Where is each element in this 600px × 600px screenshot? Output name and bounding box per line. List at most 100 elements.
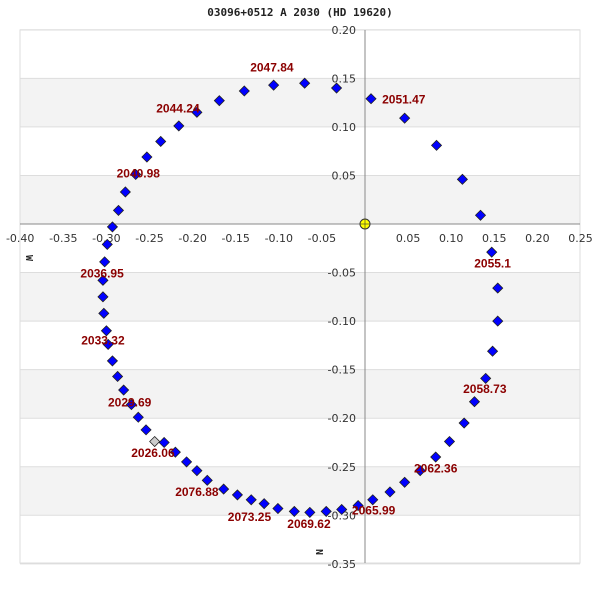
x-tick-label: -0.20	[178, 232, 206, 245]
y-tick-label: 0.05	[332, 169, 357, 182]
data-point	[468, 396, 481, 408]
grid-band	[20, 466, 580, 516]
data-point	[474, 209, 487, 221]
x-axis-label: W	[23, 255, 34, 262]
y-tick-label: -0.25	[328, 461, 356, 474]
data-point	[106, 355, 118, 367]
data-point	[201, 474, 213, 486]
epoch-label: 2065.99	[352, 503, 396, 517]
data-point	[100, 325, 112, 337]
data-point	[97, 274, 109, 286]
y-tick-label: -0.10	[328, 315, 356, 328]
data-point	[487, 345, 499, 357]
data-point	[119, 186, 131, 198]
epoch-label: 2040.98	[117, 166, 161, 180]
data-point	[218, 483, 230, 495]
data-point	[365, 93, 377, 105]
data-point	[258, 498, 270, 510]
data-point	[304, 506, 316, 518]
epoch-label: 2029.69	[108, 396, 152, 410]
data-point	[106, 221, 118, 233]
y-axis-label: N	[313, 549, 324, 555]
y-tick-label: -0.20	[328, 412, 356, 425]
data-point	[140, 424, 152, 436]
data-point	[492, 315, 504, 327]
epoch-label: 2036.95	[80, 266, 124, 280]
x-tick-label: -0.05	[308, 232, 336, 245]
y-tick-label: -0.15	[328, 364, 356, 377]
epoch-label: 2058.73	[463, 382, 507, 396]
x-tick-label: -0.30	[92, 232, 120, 245]
epoch-label: 2073.25	[228, 510, 272, 524]
data-point	[173, 120, 185, 132]
data-point	[480, 372, 492, 384]
data-point	[288, 505, 300, 517]
x-tick-label: 0.25	[568, 232, 593, 245]
epoch-label: 2076.88	[175, 485, 219, 499]
y-tick-label: 0.20	[332, 24, 357, 37]
data-point	[399, 476, 411, 488]
data-point	[141, 151, 153, 163]
epoch-label: 2051.47	[382, 93, 426, 107]
epoch-label: 2026.06	[131, 446, 175, 460]
x-tick-label: -0.15	[221, 232, 249, 245]
epoch-label: 2062.36	[414, 462, 458, 476]
data-point	[125, 399, 137, 411]
data-point	[102, 338, 114, 350]
data-point	[231, 489, 243, 501]
data-point	[99, 256, 111, 268]
data-point	[492, 282, 504, 294]
data-point	[486, 246, 498, 258]
y-tick-label: -0.05	[328, 267, 356, 280]
y-tick-label: -0.35	[328, 558, 356, 571]
highlight-point	[149, 435, 161, 448]
epoch-label: 2069.62	[287, 517, 331, 531]
data-point	[238, 85, 250, 97]
y-tick-label: 0.10	[332, 121, 357, 134]
data-point	[97, 291, 109, 303]
epoch-label: 2047.84	[250, 61, 294, 75]
data-point	[158, 436, 170, 449]
epoch-label: 2044.24	[156, 101, 200, 115]
grid-band	[20, 78, 580, 127]
x-tick-label: 0.10	[439, 232, 464, 245]
data-point	[112, 204, 125, 216]
y-tick-label: 0.15	[332, 72, 357, 85]
data-point	[443, 435, 456, 448]
data-point	[132, 411, 144, 423]
data-point	[191, 106, 203, 118]
epoch-label: 2055.1	[474, 257, 511, 271]
data-point	[330, 82, 343, 94]
x-tick-label: -0.35	[49, 232, 77, 245]
data-point	[118, 384, 130, 396]
data-point	[130, 168, 142, 181]
data-point	[101, 238, 113, 250]
data-point	[456, 173, 468, 185]
x-tick-label: -0.10	[265, 232, 293, 245]
grid-band	[20, 175, 580, 224]
x-tick-label: 0.05	[396, 232, 421, 245]
x-tick-label: -0.25	[135, 232, 163, 245]
data-point	[414, 465, 426, 477]
data-point	[430, 451, 442, 463]
data-point	[272, 502, 284, 515]
data-point	[336, 503, 348, 516]
epoch-label: 2033.32	[81, 333, 125, 347]
data-point	[155, 135, 167, 148]
y-tick-label: -0.30	[328, 509, 356, 522]
data-point	[213, 95, 225, 107]
x-tick-label: 0.20	[525, 232, 550, 245]
x-tick-label: -0.40	[6, 232, 34, 245]
data-point	[399, 112, 411, 124]
data-point	[98, 307, 110, 319]
chart-title: 03096+0512 A 2030 (HD 19620)	[207, 6, 393, 19]
data-point	[299, 77, 311, 89]
data-point	[320, 505, 332, 517]
grid-band	[20, 272, 580, 322]
data-point	[268, 79, 280, 91]
data-point	[430, 139, 443, 151]
data-point	[367, 494, 379, 506]
data-point	[181, 456, 193, 468]
data-point	[245, 494, 257, 506]
